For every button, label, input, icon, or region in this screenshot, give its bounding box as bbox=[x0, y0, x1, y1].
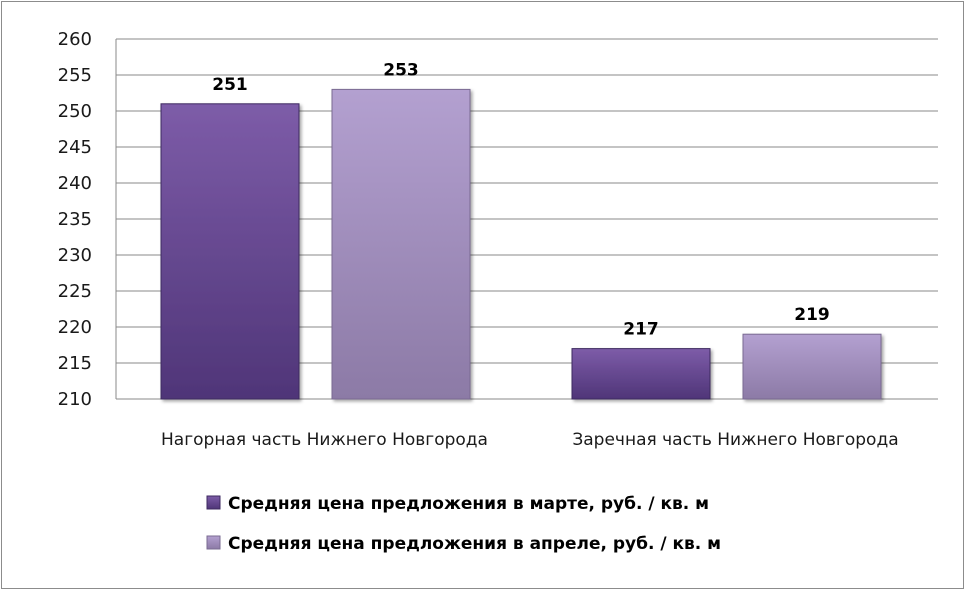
bar bbox=[742, 333, 882, 400]
data-label: 217 bbox=[623, 320, 659, 340]
bar bbox=[571, 348, 711, 400]
y-tick-label: 260 bbox=[58, 29, 92, 50]
bars bbox=[160, 88, 882, 400]
y-axis: 210 215 220 225 230 235 240 245 250 255 260 bbox=[58, 29, 117, 410]
bar bbox=[160, 103, 300, 400]
y-tick-label: 245 bbox=[58, 137, 92, 158]
bar bbox=[331, 88, 471, 400]
x-tick-label: Заречная часть Нижнего Новгорода bbox=[572, 430, 898, 450]
data-label: 253 bbox=[383, 60, 419, 80]
legend-label: Средняя цена предложения в апреле, руб. … bbox=[228, 534, 721, 554]
y-tick-label: 225 bbox=[58, 281, 92, 302]
data-labels: 251 253 217 219 bbox=[212, 60, 830, 339]
y-tick-label: 210 bbox=[58, 389, 92, 410]
y-tick-label: 255 bbox=[58, 65, 92, 86]
y-tick-label: 240 bbox=[58, 173, 92, 194]
x-tick-label: Нагорная часть Нижнего Новгорода bbox=[161, 430, 488, 450]
legend-swatch bbox=[206, 535, 221, 550]
y-tick-label: 230 bbox=[58, 245, 92, 266]
y-tick-label: 235 bbox=[58, 209, 92, 230]
data-label: 219 bbox=[794, 305, 830, 325]
legend-swatch bbox=[206, 495, 221, 510]
y-tick-label: 220 bbox=[58, 317, 92, 338]
legend: Средняя цена предложения в марте, руб. /… bbox=[206, 494, 721, 554]
x-axis-labels: Нагорная часть Нижнего Новгорода Заречная… bbox=[161, 430, 899, 450]
legend-label: Средняя цена предложения в марте, руб. /… bbox=[228, 494, 709, 514]
data-label: 251 bbox=[212, 75, 248, 95]
y-tick-label: 250 bbox=[58, 101, 92, 122]
y-tick-label: 215 bbox=[58, 353, 92, 374]
